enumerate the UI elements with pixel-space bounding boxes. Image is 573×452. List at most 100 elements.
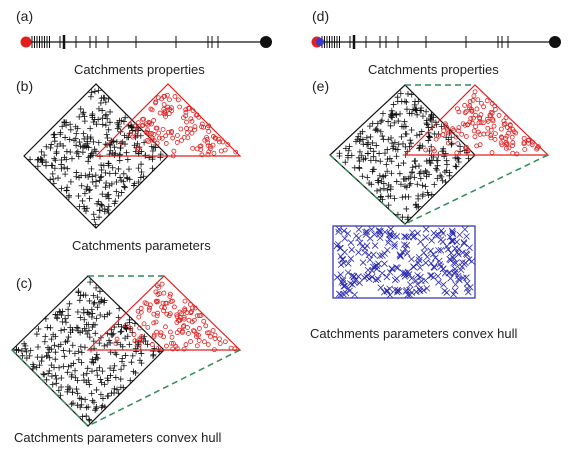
plus-marker: [367, 134, 373, 140]
plus-marker: [91, 301, 97, 307]
x-marker: [461, 240, 467, 246]
plus-marker: [69, 389, 75, 395]
plus-marker: [62, 171, 68, 177]
plus-marker: [418, 176, 424, 182]
circle-marker: [473, 135, 477, 139]
plus-marker: [406, 175, 412, 181]
plus-marker: [40, 371, 46, 377]
plus-marker: [126, 342, 132, 348]
circle-marker: [164, 141, 168, 145]
property-axis-a: [21, 35, 273, 49]
plus-marker: [449, 140, 455, 146]
plus-marker: [92, 407, 98, 413]
plus-marker: [92, 330, 98, 336]
plus-marker: [367, 123, 373, 129]
x-marker: [334, 274, 340, 280]
parameter-space-b: [24, 84, 240, 228]
plus-marker: [359, 173, 365, 179]
x-marker: [357, 240, 363, 246]
plus-marker: [82, 190, 88, 196]
x-marker: [423, 234, 429, 240]
plus-marker: [79, 349, 85, 355]
circle-marker: [188, 127, 192, 131]
x-marker: [404, 250, 410, 256]
plus-marker: [374, 188, 380, 194]
plus-marker: [85, 174, 91, 180]
x-marker: [411, 264, 417, 270]
circle-marker: [175, 331, 179, 335]
plus-marker: [356, 165, 362, 171]
plus-marker: [403, 99, 409, 105]
plus-marker: [117, 329, 123, 335]
plus-marker: [80, 198, 86, 204]
plus-marker: [56, 365, 62, 371]
x-marker: [372, 243, 378, 249]
x-marker: [384, 247, 390, 253]
plus-marker: [67, 149, 73, 155]
plus-marker: [45, 370, 51, 376]
plus-marker: [58, 328, 64, 334]
plus-marker: [444, 158, 450, 164]
plus-marker: [58, 162, 64, 168]
circle-marker: [523, 147, 527, 151]
circle-marker: [172, 305, 176, 309]
plus-marker: [418, 169, 424, 175]
end-black-dot: [260, 36, 272, 48]
plus-marker: [406, 194, 412, 200]
plus-marker: [53, 372, 59, 378]
circle-marker: [468, 120, 472, 124]
x-marker: [461, 261, 467, 267]
plus-marker: [132, 321, 138, 327]
plus-marker: [97, 376, 103, 382]
plus-marker: [42, 334, 48, 340]
plus-marker: [67, 121, 73, 127]
plus-marker: [125, 157, 131, 163]
plus-marker: [48, 145, 54, 151]
plus-marker: [53, 380, 59, 386]
plus-marker: [391, 102, 397, 108]
plus-marker: [69, 156, 75, 162]
plus-marker: [99, 108, 105, 114]
circle-marker: [157, 131, 161, 135]
plus-marker: [60, 347, 66, 353]
x-marker: [464, 233, 470, 239]
circle-marker: [469, 116, 473, 120]
plus-marker: [65, 313, 71, 319]
circle-marker: [208, 335, 212, 339]
x-marker: [415, 272, 421, 278]
plus-marker: [431, 182, 437, 188]
x-marker: [448, 275, 454, 281]
plus-marker: [67, 348, 73, 354]
x-marker: [467, 245, 473, 251]
plus-marker: [415, 196, 421, 202]
plus-marker: [82, 344, 88, 350]
plus-marker: [117, 145, 123, 151]
plus-marker: [408, 140, 414, 146]
plus-marker: [84, 370, 90, 376]
plus-marker: [64, 148, 70, 154]
circle-marker: [474, 125, 478, 129]
x-marker: [356, 226, 362, 232]
circle-marker: [472, 129, 476, 133]
plus-marker: [52, 157, 58, 163]
circle-marker: [158, 111, 162, 115]
plus-marker: [117, 175, 123, 181]
x-marker: [424, 254, 430, 260]
circle-marker: [219, 149, 223, 153]
plus-marker: [102, 184, 108, 190]
x-marker: [423, 260, 429, 266]
plus-marker: [98, 100, 104, 106]
plus-marker: [23, 349, 29, 355]
plus-marker: [123, 352, 129, 358]
x-marker: [375, 276, 381, 282]
plus-marker: [403, 206, 409, 212]
circle-marker: [175, 140, 179, 144]
circle-marker: [176, 98, 180, 102]
plus-marker: [35, 344, 41, 350]
x-marker: [360, 260, 366, 266]
plus-marker: [109, 332, 115, 338]
plus-marker: [88, 94, 94, 100]
plus-marker: [124, 150, 130, 156]
plus-marker: [440, 178, 446, 184]
plus-marker: [61, 327, 67, 333]
